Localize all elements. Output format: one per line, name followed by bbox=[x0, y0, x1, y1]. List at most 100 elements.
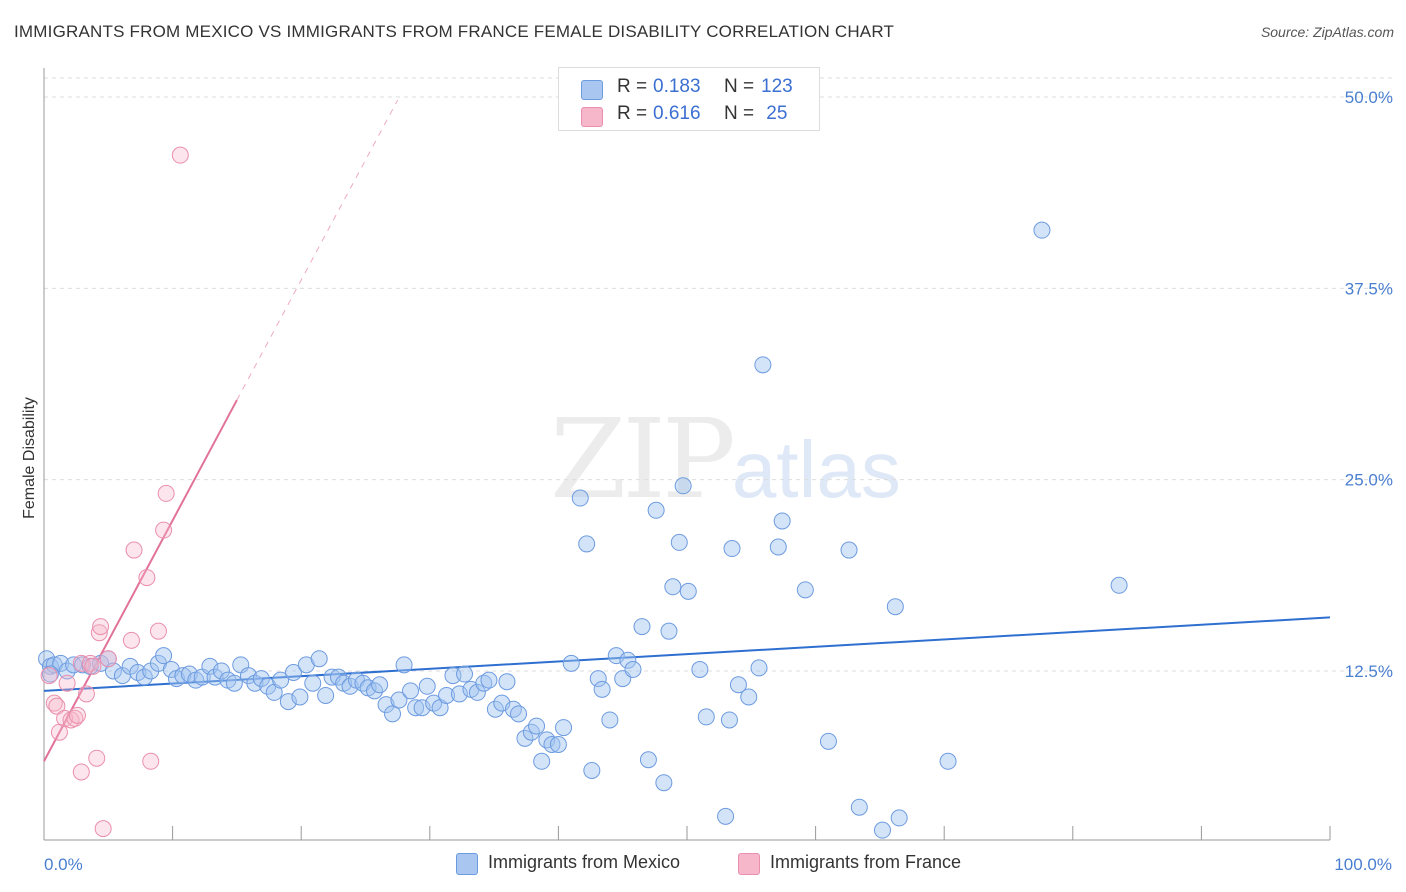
point-mexico bbox=[180, 665, 198, 683]
point-mexico bbox=[670, 533, 688, 551]
data-points bbox=[38, 146, 1128, 839]
point-mexico bbox=[619, 651, 637, 669]
point-mexico bbox=[384, 705, 402, 723]
point-france bbox=[81, 654, 99, 672]
point-mexico bbox=[717, 807, 735, 825]
point-france bbox=[142, 752, 160, 770]
point-france bbox=[125, 541, 143, 559]
point-mexico bbox=[174, 667, 192, 685]
point-mexico bbox=[291, 688, 309, 706]
watermark-atlas: atlas bbox=[731, 425, 901, 514]
point-mexico bbox=[212, 662, 230, 680]
legend-swatch-france bbox=[581, 107, 603, 127]
n-value-france: 25 bbox=[761, 103, 788, 124]
point-mexico bbox=[720, 711, 738, 729]
point-france bbox=[68, 706, 86, 724]
point-mexico bbox=[873, 821, 891, 839]
y-tick-label: 37.5% bbox=[1345, 279, 1393, 298]
point-mexico bbox=[272, 671, 290, 689]
point-mexico bbox=[655, 774, 673, 792]
point-mexico bbox=[395, 656, 413, 674]
y-tick-label: 50.0% bbox=[1345, 88, 1393, 107]
point-mexico bbox=[498, 673, 516, 691]
point-france bbox=[90, 624, 108, 642]
grid-lines bbox=[44, 77, 1392, 672]
point-mexico bbox=[890, 809, 908, 827]
point-mexico bbox=[486, 700, 504, 718]
point-france bbox=[122, 631, 140, 649]
r-value-mexico: 0.183 bbox=[653, 76, 701, 97]
point-mexico bbox=[639, 751, 657, 769]
point-mexico bbox=[1033, 221, 1051, 239]
point-mexico bbox=[377, 696, 395, 714]
point-mexico bbox=[533, 752, 551, 770]
point-mexico bbox=[769, 538, 787, 556]
point-france bbox=[99, 650, 117, 668]
source-credit: Source: ZipAtlas.com bbox=[1260, 24, 1394, 40]
point-mexico bbox=[886, 598, 904, 616]
point-france bbox=[94, 820, 112, 838]
trend-lines bbox=[43, 99, 1331, 762]
legend-swatch-mexico bbox=[581, 80, 603, 100]
point-mexico bbox=[390, 691, 408, 709]
point-mexico bbox=[773, 512, 791, 530]
point-mexico bbox=[647, 501, 665, 519]
point-mexico bbox=[155, 647, 173, 665]
point-mexico bbox=[583, 761, 601, 779]
point-mexico bbox=[438, 686, 456, 704]
point-mexico bbox=[58, 662, 76, 680]
point-mexico bbox=[729, 676, 747, 694]
point-mexico bbox=[664, 578, 682, 596]
point-mexico bbox=[740, 688, 758, 706]
watermark-zip: ZIP bbox=[550, 395, 736, 523]
point-mexico bbox=[418, 677, 436, 695]
point-mexico bbox=[633, 618, 651, 636]
point-france bbox=[92, 618, 110, 636]
point-mexico bbox=[310, 650, 328, 668]
point-mexico bbox=[317, 686, 335, 704]
y-axis-label: Female Disability bbox=[21, 397, 38, 519]
point-france bbox=[171, 146, 189, 164]
point-france bbox=[77, 685, 95, 703]
point-mexico bbox=[660, 622, 678, 640]
point-mexico bbox=[697, 708, 715, 726]
trend-line-mexico bbox=[43, 616, 1331, 692]
point-mexico bbox=[723, 540, 741, 558]
point-mexico bbox=[402, 682, 420, 700]
point-france bbox=[88, 749, 106, 767]
point-mexico bbox=[456, 665, 474, 683]
point-mexico bbox=[850, 798, 868, 816]
x-tick-label-min: 0.0% bbox=[44, 855, 83, 874]
n-label: N = bbox=[724, 76, 755, 97]
y-tick-label: 12.5% bbox=[1345, 662, 1393, 681]
point-mexico bbox=[593, 680, 611, 698]
point-mexico bbox=[371, 676, 389, 694]
trend-line-france bbox=[43, 399, 238, 762]
point-mexico bbox=[468, 683, 486, 701]
point-france bbox=[56, 709, 74, 727]
point-mexico bbox=[674, 477, 692, 495]
point-mexico bbox=[135, 668, 153, 686]
point-mexico bbox=[528, 717, 546, 735]
legend-label-france: Immigrants from France bbox=[770, 852, 962, 872]
point-mexico bbox=[206, 668, 224, 686]
point-mexico bbox=[475, 674, 493, 692]
point-france bbox=[84, 657, 102, 675]
point-france bbox=[157, 484, 175, 502]
point-france bbox=[40, 667, 58, 685]
point-mexico bbox=[754, 356, 772, 374]
point-mexico bbox=[679, 582, 697, 600]
r-value-france: 0.616 bbox=[653, 103, 701, 124]
point-france bbox=[45, 694, 63, 712]
point-france bbox=[155, 521, 173, 539]
point-mexico bbox=[578, 535, 596, 553]
point-mexico bbox=[589, 670, 607, 688]
legend-swatch-france bbox=[738, 853, 760, 875]
point-mexico bbox=[939, 752, 957, 770]
point-mexico bbox=[407, 699, 425, 717]
point-france bbox=[58, 674, 76, 692]
point-mexico bbox=[819, 732, 837, 750]
point-mexico bbox=[341, 677, 359, 695]
point-mexico bbox=[516, 729, 534, 747]
